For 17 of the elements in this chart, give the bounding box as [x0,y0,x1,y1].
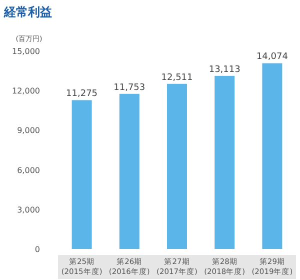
y-tick-label: 12,000 [12,86,40,96]
y-tick-label: 9,000 [17,126,40,136]
bar [262,63,282,249]
bar [214,76,235,249]
data-label: 11,275 [66,89,98,100]
y-tick-label: 6,000 [17,166,40,175]
bar [167,84,187,249]
data-label: 13,113 [208,64,240,75]
data-label: 14,074 [256,52,288,62]
bar [72,100,92,249]
y-tick-label: 0 [34,245,40,254]
y-tick-label: 15,000 [12,47,40,56]
bar [119,94,140,249]
y-tick-label: 3,000 [17,205,40,214]
data-label: 12,511 [161,72,193,83]
chart-title: 経常利益 [3,5,52,19]
data-label: 11,753 [114,82,146,93]
